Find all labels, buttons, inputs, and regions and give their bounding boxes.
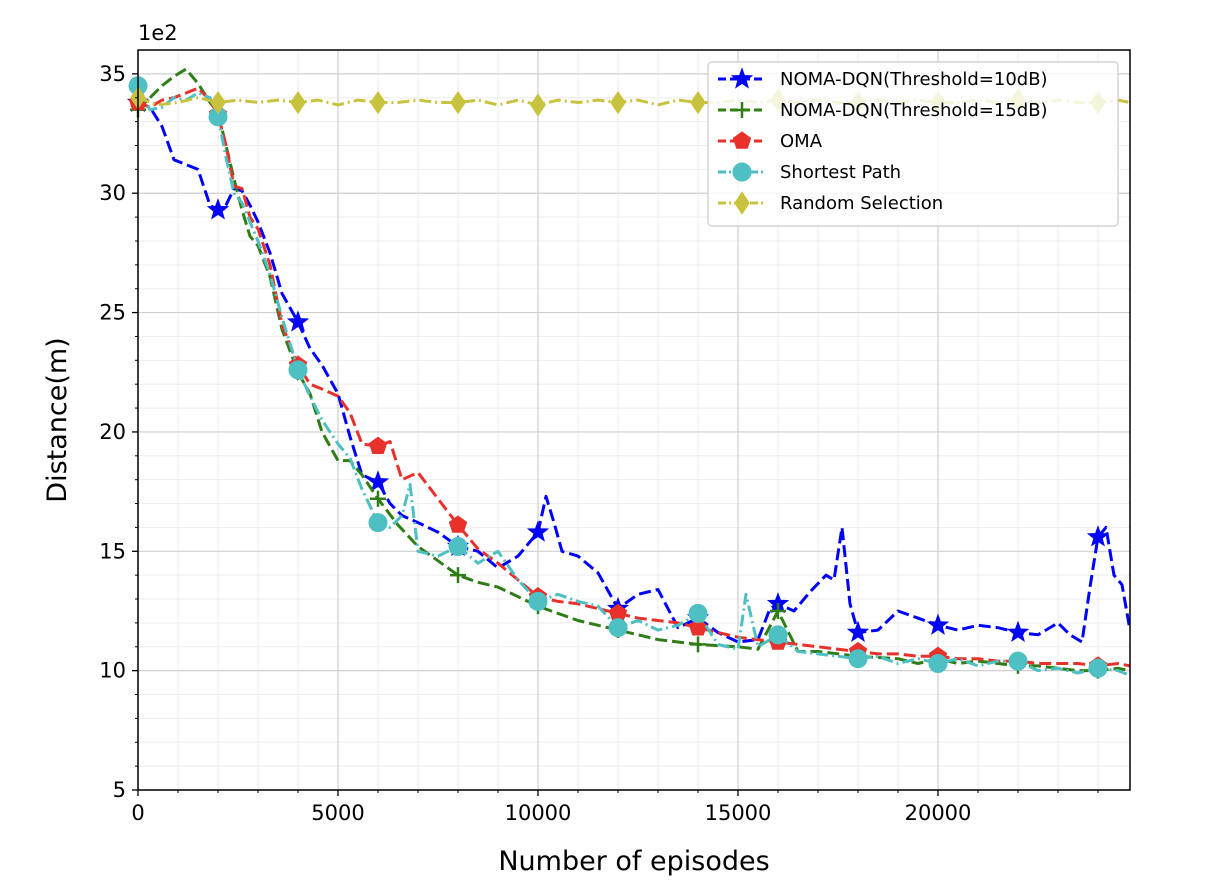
series-marker: [210, 90, 226, 115]
series-marker: [690, 90, 706, 115]
series-marker: [926, 613, 950, 635]
y-tick-label: 15: [99, 539, 126, 563]
series-marker: [450, 90, 466, 115]
series-line: [137, 101, 1132, 644]
legend-label: Random Selection: [780, 193, 943, 214]
series-marker: [450, 567, 466, 584]
series-marker: [206, 198, 230, 220]
x-axis-label: Number of episodes: [498, 846, 769, 877]
x-tick-label: 10000: [505, 801, 572, 825]
y-tick-label: 25: [99, 301, 126, 325]
series-marker: [848, 649, 868, 669]
series-marker: [610, 90, 626, 115]
series-marker: [290, 90, 306, 115]
series-marker: [370, 490, 386, 507]
series-marker: [526, 520, 550, 542]
legend-swatch-marker: [730, 67, 754, 89]
legend-item: NOMA-DQN(Threshold=10dB): [718, 67, 1048, 90]
y-tick-label: 5: [113, 778, 126, 802]
x-tick-label: 5000: [311, 801, 364, 825]
series-marker: [530, 93, 546, 117]
legend-item: OMA: [718, 131, 823, 152]
series-marker: [368, 436, 388, 454]
series-3: [128, 76, 1131, 678]
legend-item: Random Selection: [718, 191, 943, 215]
legend-label: OMA: [780, 131, 823, 152]
series-marker: [1008, 651, 1028, 671]
legend-label: Shortest Path: [780, 162, 901, 183]
series-marker: [288, 360, 308, 380]
series-marker: [770, 602, 786, 619]
y-axis-label: Distance(m): [42, 337, 73, 502]
series-marker: [1088, 658, 1108, 678]
x-tick-label: 0: [131, 801, 144, 825]
series-marker: [368, 513, 388, 533]
y-tick-label: 30: [99, 181, 126, 205]
series-marker: [370, 90, 386, 115]
plot-frame: [137, 49, 1131, 791]
y-tick-label: 20: [99, 420, 126, 444]
series-marker: [448, 537, 468, 557]
series-marker: [1006, 620, 1030, 642]
series-marker: [448, 515, 468, 533]
series-0: [126, 90, 1132, 644]
legend-label: NOMA-DQN(Threshold=15dB): [780, 100, 1048, 121]
series-marker: [690, 636, 706, 653]
y-tick-label: 10: [99, 659, 126, 683]
legend-label: NOMA-DQN(Threshold=10dB): [780, 69, 1048, 90]
grid: [137, 50, 1130, 791]
legend: NOMA-DQN(Threshold=10dB) NOMA-DQN(Thresho…: [707, 61, 1119, 227]
legend-swatch-marker: [732, 131, 752, 149]
x-tick-label: 20000: [905, 801, 972, 825]
legend-swatch-marker: [734, 191, 750, 215]
legend-item: NOMA-DQN(Threshold=15dB): [718, 100, 1048, 121]
series-marker: [768, 625, 788, 645]
axis-ticks: 0 5000 10000 15000 20000 5 10 15 20 25 30 35: [99, 62, 1099, 825]
series-marker: [608, 618, 628, 638]
legend-swatch-marker: [732, 162, 752, 182]
y-offset-label: 1e2: [138, 21, 178, 45]
series-marker: [928, 653, 948, 673]
series-marker: [846, 620, 870, 642]
series-marker: [366, 470, 390, 492]
series-marker: [528, 591, 548, 611]
legend-box: [707, 61, 1119, 227]
legend-swatch-marker: [734, 102, 750, 118]
x-tick-label: 15000: [705, 801, 772, 825]
series-marker: [688, 603, 708, 623]
series-marker: [1086, 525, 1110, 547]
series-marker: [286, 310, 310, 332]
y-tick-label: 35: [99, 62, 126, 86]
legend-item: Shortest Path: [718, 162, 901, 183]
